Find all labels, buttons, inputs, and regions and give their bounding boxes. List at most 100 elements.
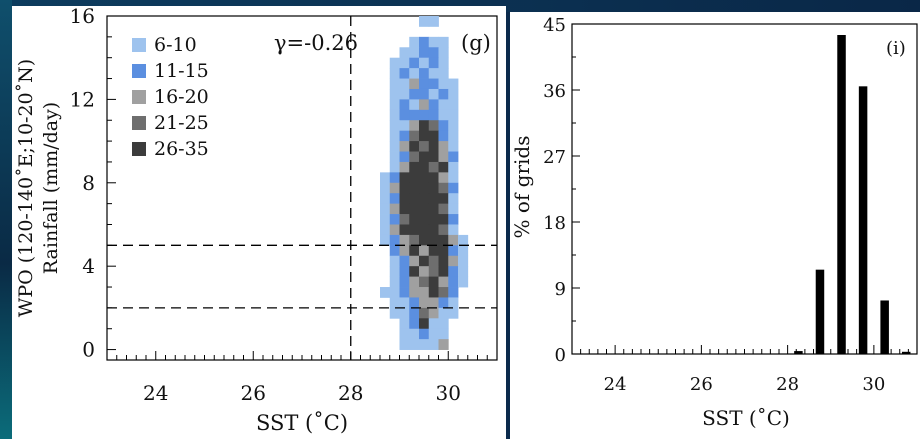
heatmap-cell [399,141,410,152]
heatmap-cell [428,182,439,194]
y-axis-label-line1: WPO (120-140˚E;10-20˚N) [15,59,37,317]
heatmap-cell [419,276,430,288]
heatmap-cell [419,78,430,90]
heatmap-cell [419,120,430,132]
legend: 6-10 11-15 16-20 21-25 26-35 [132,34,209,160]
bar [901,351,911,354]
heatmap-cell [428,193,439,205]
heatmap-cell [448,182,459,194]
heatmap-cell [448,193,459,205]
x-axis-label: SST (˚C) [702,406,790,430]
x-tick-label: 26 [241,381,266,405]
x-axis-ticks: 24 26 28 30 [106,351,498,405]
bar [858,86,868,354]
heatmap-cell [409,151,420,163]
heatmap-cell [438,68,449,79]
heatmap-cell [399,214,410,225]
heatmap-cell [389,151,400,163]
legend-label: 11-15 [154,60,209,82]
heatmap-cell [428,276,439,288]
heatmap-cell [438,297,449,309]
heatmap-cell [419,16,430,27]
heatmap-cell [389,57,400,69]
heatmap-cell [399,161,410,173]
heatmap-cell [389,307,400,319]
heatmap-cell [389,88,400,100]
heatmap-cell [389,214,400,225]
heatmap-cell [389,182,400,194]
heatmap-cell [438,99,449,111]
heatmap-cell [409,287,420,298]
heatmap-cell [409,36,420,48]
heatmap-cell [419,339,430,350]
heatmap-cell [438,307,449,319]
heatmap-cell [448,161,459,173]
heatmap-cell [428,339,439,350]
heatmap-cell [419,287,430,298]
heatmap-cell [428,203,439,215]
heatmap-cell [399,68,410,79]
heatmap-cell [438,224,449,236]
heatmap-cell [428,245,439,257]
heatmap-cell [399,109,410,121]
heatmap-cell [419,109,430,121]
x-tick-label: 28 [338,381,363,405]
heatmap-cell [419,318,430,330]
heatmap-cell [419,214,430,225]
heatmap-cell [419,182,430,194]
reference-lines [107,16,497,360]
heatmap-cell [458,255,469,267]
heatmap-cell [448,151,459,163]
heatmap-cell [399,182,410,194]
y-tick-label: 45 [543,15,566,36]
heatmap-cell [399,276,410,288]
x-tick-label: 24 [143,381,168,405]
heatmap-cell [389,276,400,288]
heatmap-cell [428,287,439,298]
heatmap-cell [399,224,410,236]
heatmap-cell [448,130,459,142]
heatmap-cell [428,172,439,184]
heatmap-cell [409,214,420,225]
heatmap-cell [448,307,459,319]
y-tick-label: 8 [82,171,95,195]
x-tick-label: 24 [604,374,627,395]
bar [794,351,803,354]
bar [837,35,846,354]
heatmap-cell [409,255,420,267]
legend-swatch [132,38,146,52]
heatmap-cell [419,193,430,205]
legend-swatch [132,90,146,104]
heatmap-cell [380,193,391,205]
y-axis-ticks: 0 9 18 27 36 45 [543,15,580,366]
heatmap-cell [428,78,439,90]
heatmap-cell [448,172,459,184]
heatmap-cell [428,328,439,340]
heatmap-cell [419,245,430,257]
legend-swatch [132,142,146,156]
heatmap-cell [419,328,430,340]
heatmap-chart: 24 26 28 30 0 4 8 12 16 6-10 11-15 16-20 21-25 26-3… [15,6,498,435]
heatmap-cell [438,276,449,288]
heatmap-cell [389,245,400,257]
heatmap-cell [428,234,439,246]
heatmap-cell [409,245,420,257]
heatmap-cell [419,172,430,184]
legend-label: 6-10 [154,34,197,56]
heatmap-cell [458,245,469,257]
legend-swatch [132,116,146,130]
heatmap-cell [409,297,420,309]
y-axis-label-line2: Rainfall (mm/day) [40,102,62,274]
heatmap-cell [438,161,449,173]
y-tick-label: 4 [82,254,95,278]
heatmap-cell [399,78,410,90]
heatmap-cell [419,57,430,69]
heatmap-cell [409,88,420,100]
heatmap-cell [448,224,459,236]
heatmap-cell [448,88,459,100]
heatmap-cell [409,47,420,59]
heatmap-cell [428,141,439,152]
heatmap-cell [399,234,410,246]
heatmap-cell [409,203,420,215]
heatmap-cell [438,328,449,340]
